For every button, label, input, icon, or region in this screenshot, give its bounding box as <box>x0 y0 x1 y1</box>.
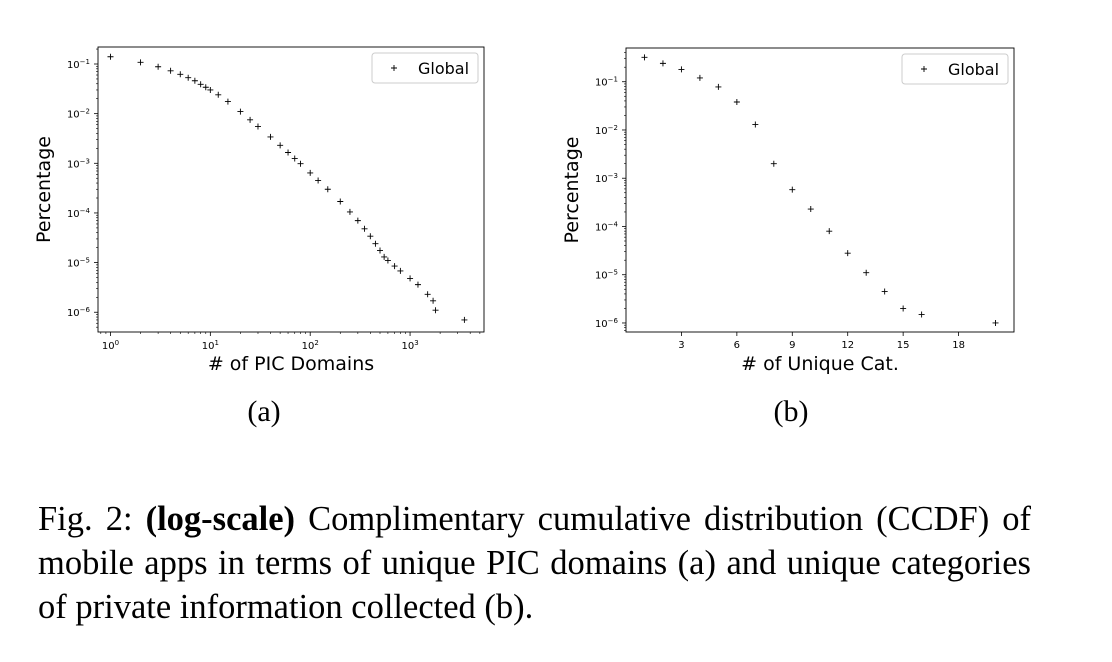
figure-caption: Fig. 2: (log-scale) Complimentary cumula… <box>38 497 1031 629</box>
data-point <box>267 133 274 140</box>
data-point <box>277 142 284 149</box>
data-point <box>770 160 777 167</box>
data-point <box>881 288 888 295</box>
data-point <box>137 59 144 66</box>
x-axis-title: # of PIC Domains <box>208 353 374 375</box>
data-point <box>372 240 379 247</box>
data-point <box>659 60 666 67</box>
legend-box <box>371 52 479 84</box>
x-tick-label: 12 <box>841 340 854 351</box>
y-tick-label: 10−2 <box>67 108 90 121</box>
plot-frame <box>625 47 1015 333</box>
plot-frame <box>97 46 485 333</box>
data-point <box>224 98 231 105</box>
x-tick-label: 101 <box>202 339 219 352</box>
data-point <box>237 108 244 115</box>
x-tick-label: 103 <box>401 339 418 352</box>
data-point <box>337 198 344 205</box>
x-tick-label: 100 <box>102 339 119 352</box>
data-point <box>424 291 431 298</box>
data-point <box>367 233 374 240</box>
y-tick-label: 10−6 <box>67 306 91 319</box>
y-tick-label: 10−1 <box>67 58 90 71</box>
data-point <box>992 319 999 326</box>
x-tick-label: 102 <box>302 339 319 352</box>
data-point <box>696 74 703 81</box>
data-point <box>844 250 851 257</box>
data-point <box>381 253 388 260</box>
x-tick-label: 15 <box>897 340 910 351</box>
y-axis-title: Percentage <box>561 137 583 244</box>
y-tick-label: 10−4 <box>67 207 91 220</box>
data-point <box>733 99 740 106</box>
y-tick-label: 10−5 <box>67 257 90 270</box>
data-point <box>752 121 759 128</box>
data-point <box>377 247 384 254</box>
data-point <box>826 228 833 235</box>
x-tick-label: 3 <box>678 340 684 351</box>
y-tick-label: 10−1 <box>595 76 618 89</box>
data-point <box>307 169 314 176</box>
legend-marker <box>391 65 397 71</box>
y-tick-label: 10−3 <box>67 157 90 170</box>
data-point <box>900 305 907 312</box>
data-point <box>361 225 368 232</box>
y-tick-label: 10−4 <box>595 220 619 233</box>
data-point <box>167 67 174 74</box>
data-point <box>715 83 722 90</box>
legend-box <box>901 53 1009 85</box>
data-point <box>107 53 114 60</box>
subfigure-label-a: (a) <box>247 395 281 428</box>
caption-text: Complimentary cumulative distribution (C… <box>38 500 1032 626</box>
data-point <box>207 86 214 93</box>
data-point <box>354 217 361 224</box>
data-point <box>641 54 648 61</box>
x-tick-label: 9 <box>789 340 795 351</box>
legend-label: Global <box>948 60 999 79</box>
data-point <box>789 186 796 193</box>
y-axis-title: Percentage <box>33 136 55 243</box>
data-point <box>291 155 298 162</box>
data-point <box>678 66 685 73</box>
data-point <box>254 123 261 130</box>
chart-pic-domains: 10−1 10−2 10−3 10−4 10−5 10−6 100 101 102 103 # of… <box>33 46 485 375</box>
y-tick-label: 10−2 <box>595 124 618 137</box>
data-point <box>414 281 421 288</box>
y-tick-label: 10−3 <box>595 172 618 185</box>
data-point <box>191 77 198 84</box>
data-point <box>346 208 353 215</box>
y-tick-label: 10−6 <box>595 317 619 330</box>
chart-unique-categories: 10−1 10−2 10−3 10−4 10−5 10−6 3 6 9 12 15 18 # of Un… <box>561 47 1015 375</box>
data-point <box>807 206 814 213</box>
data-point <box>297 160 304 167</box>
data-point <box>430 297 437 304</box>
data-point <box>247 116 254 123</box>
data-point <box>391 263 398 270</box>
data-point <box>397 267 404 274</box>
data-point <box>155 63 162 70</box>
data-point <box>407 275 414 282</box>
x-tick-label: 18 <box>952 340 965 351</box>
data-point <box>461 316 468 323</box>
legend-marker <box>921 66 927 72</box>
data-point <box>324 186 331 193</box>
data-point <box>177 71 184 78</box>
x-axis-title: # of Unique Cat. <box>741 353 899 375</box>
data-point <box>215 91 222 98</box>
y-tick-label: 10−5 <box>595 269 618 282</box>
data-point <box>432 307 439 314</box>
caption-prefix: Fig. 2: <box>38 500 146 538</box>
caption-bold: (log-scale) <box>145 500 296 538</box>
data-point <box>285 149 292 156</box>
subfigure-label-b: (b) <box>773 395 809 428</box>
data-point <box>315 177 322 184</box>
data-point <box>918 311 925 318</box>
legend-label: Global <box>418 59 469 78</box>
data-point <box>197 81 204 88</box>
x-tick-label: 6 <box>734 340 740 351</box>
data-point <box>863 269 870 276</box>
data-point <box>185 74 192 81</box>
data-point <box>202 84 209 91</box>
data-point <box>384 257 391 264</box>
